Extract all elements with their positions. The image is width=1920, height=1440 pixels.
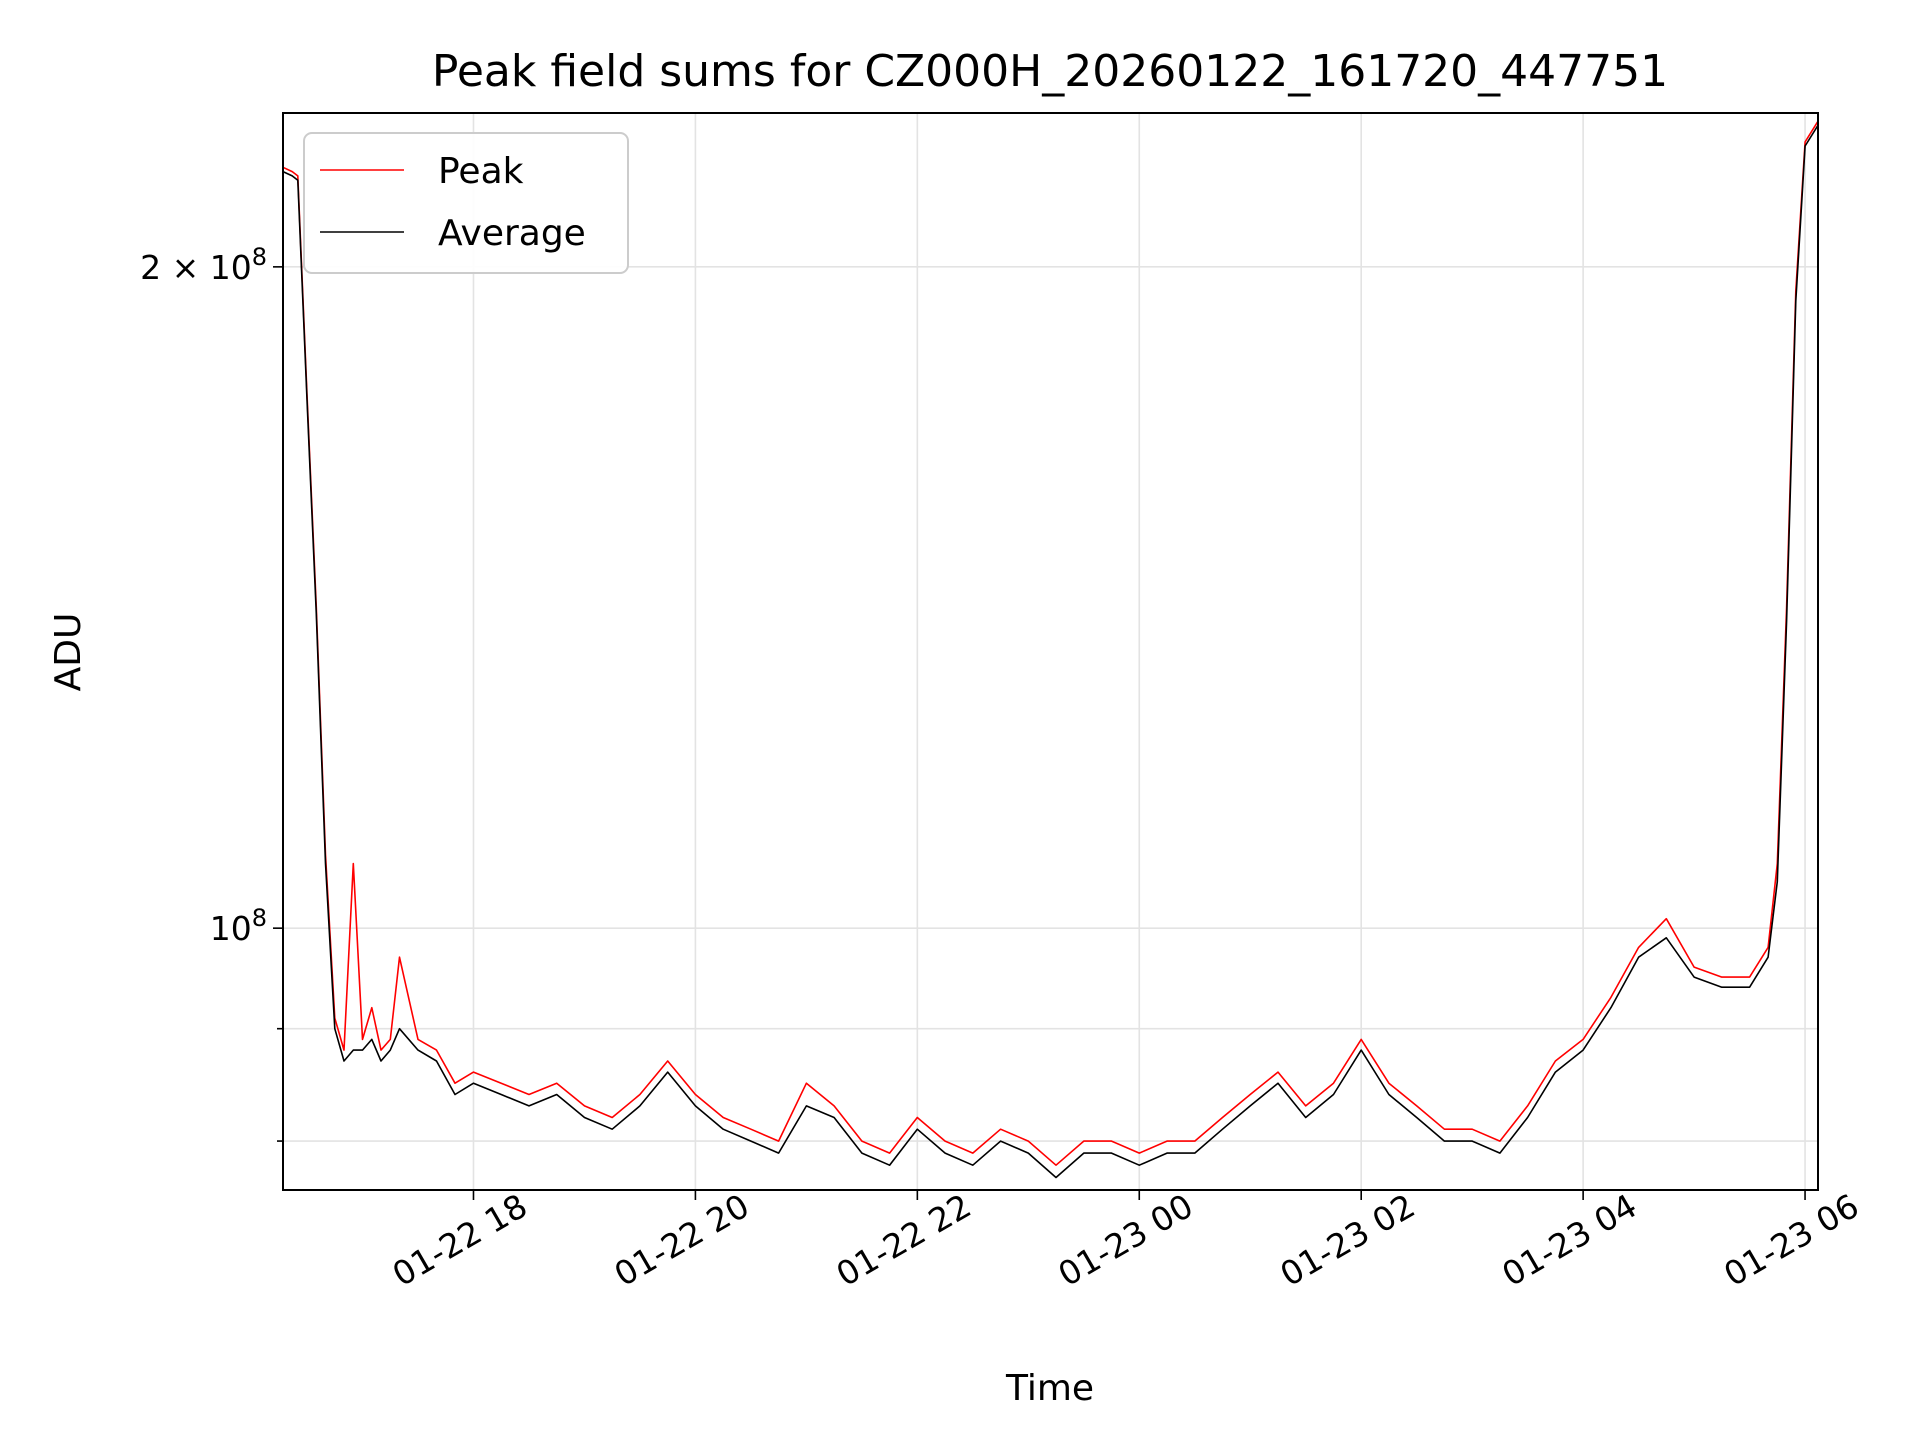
chart-title: Peak field sums for CZ000H_20260122_1617…: [432, 46, 1668, 97]
y-tick-label-exponent: 8: [252, 904, 267, 932]
y-tick-label-base: 10: [210, 909, 252, 948]
y-tick-label: 2 × 108: [140, 243, 267, 287]
x-axis-label: Time: [1005, 1368, 1094, 1409]
legend: Peak Average: [303, 132, 629, 274]
y-axis-label: ADU: [48, 613, 89, 692]
legend-box: [303, 132, 629, 274]
legend-label-peak: Peak: [438, 151, 524, 192]
y-tick-label: 108: [210, 904, 267, 948]
legend-label-average: Average: [438, 213, 586, 254]
series-line-average: [282, 124, 1819, 1179]
y-tick-label-exponent: 8: [252, 243, 267, 271]
series-line-peak: [282, 120, 1819, 1166]
axes-frame: [282, 112, 1819, 1191]
y-tick-label-base: 2 × 10: [140, 248, 252, 287]
series-group: [282, 120, 1819, 1179]
